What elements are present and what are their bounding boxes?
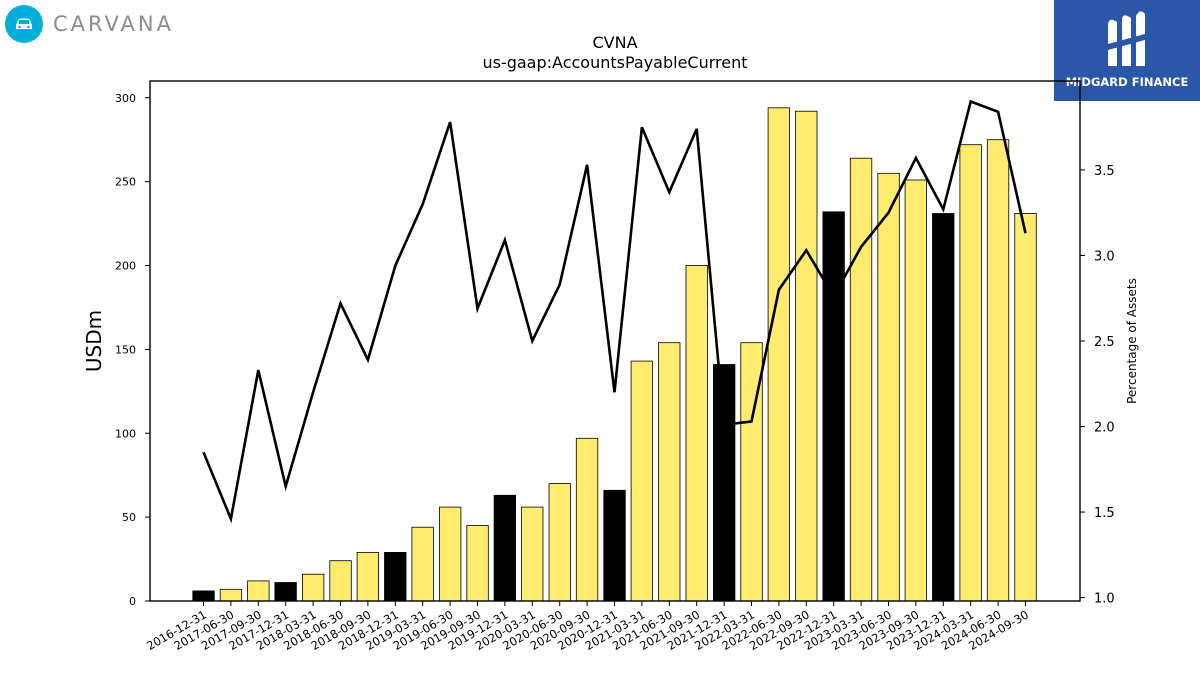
car-icon — [5, 5, 43, 43]
bar — [849, 157, 873, 602]
y2-tick-label: 2.5 — [1094, 335, 1115, 350]
bar — [1014, 213, 1037, 602]
bar-series — [192, 107, 1037, 602]
bar — [329, 560, 352, 602]
bar — [301, 573, 325, 602]
y2-tick-label: 1.0 — [1094, 592, 1115, 607]
line-series — [202, 99, 1027, 524]
bar — [493, 494, 517, 602]
bar — [932, 213, 955, 602]
bar — [192, 590, 215, 602]
y2-axis-label: Percentage of Assets — [1125, 278, 1139, 404]
y-tick-label: 150 — [115, 343, 136, 356]
bar — [603, 489, 626, 602]
y2-tick-label: 2.0 — [1094, 421, 1115, 436]
bar — [575, 437, 599, 602]
bar — [904, 179, 927, 602]
y2-tick-label: 3.0 — [1094, 249, 1115, 264]
midgard-logo: MIDGARD FINANCE — [1054, 0, 1200, 101]
y-tick-label: 200 — [115, 260, 136, 273]
bar — [658, 342, 681, 602]
y-tick-label: 100 — [115, 427, 136, 440]
bar — [247, 580, 270, 602]
bar — [986, 139, 1010, 602]
pct-assets-line — [202, 99, 1027, 524]
bar — [713, 364, 736, 602]
bar — [767, 107, 790, 602]
chart-title: CVNA — [592, 33, 637, 52]
bar — [959, 144, 982, 602]
y-tick-label: 300 — [115, 92, 136, 105]
y2-tick-label: 3.5 — [1094, 164, 1115, 179]
y-tick-label: 0 — [129, 595, 136, 608]
bar — [822, 211, 845, 602]
bar — [438, 506, 462, 602]
midgard-wordmark: MIDGARD FINANCE — [1065, 75, 1189, 89]
bar — [877, 172, 900, 602]
midgard-m-icon — [1108, 11, 1145, 66]
bar — [685, 265, 708, 602]
carvana-wordmark: CARVANA — [53, 12, 174, 36]
y-tick-label: 50 — [122, 511, 136, 524]
chart-subtitle: us-gaap:AccountsPayableCurrent — [482, 53, 747, 72]
bar — [274, 582, 297, 602]
y2-tick-label: 1.5 — [1094, 506, 1115, 521]
y-axis-label: USDm — [82, 310, 106, 372]
y-tick-label: 250 — [115, 176, 136, 189]
bar — [356, 552, 380, 602]
bar — [795, 110, 818, 602]
bar — [521, 506, 544, 602]
bar — [219, 588, 243, 602]
bar — [630, 360, 653, 602]
bar — [411, 526, 434, 602]
bar — [466, 525, 489, 602]
bar — [548, 483, 571, 602]
carvana-logo: CARVANA — [5, 4, 174, 44]
bar — [384, 552, 407, 602]
